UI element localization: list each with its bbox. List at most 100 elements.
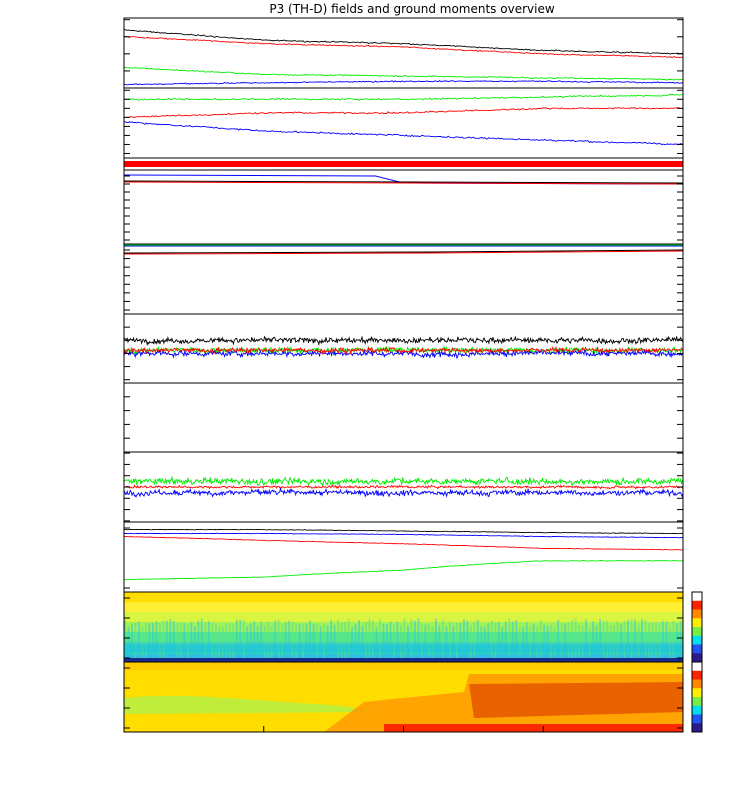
ion-spectrogram-streak: [497, 622, 500, 658]
ion-spectrogram-streak: [620, 624, 623, 658]
colorbar-ion: [692, 592, 702, 663]
ion-spectrogram-streak: [242, 620, 245, 658]
ion-spectrogram-streak: [662, 621, 664, 658]
ion-spectrogram-streak: [637, 625, 640, 658]
colorbar-segment: [692, 662, 702, 672]
ion-spectrogram-streak: [176, 622, 179, 658]
ion-spectrogram-streak: [204, 622, 207, 658]
ion-spectrogram-band: [124, 602, 683, 605]
ion-spectrogram-streak: [508, 618, 511, 658]
ion-spectrogram-streak: [543, 624, 546, 658]
ion-spectrogram-streak: [130, 623, 133, 658]
colorbar-segment: [692, 644, 702, 654]
pressure-line-pe: [123, 560, 684, 581]
ion-spectrogram-streak: [462, 619, 465, 658]
ion-spectrogram-streak: [260, 621, 263, 658]
ion-spectrogram-band: [124, 597, 683, 600]
ion-spectrogram-streak: [585, 619, 588, 658]
ion-spectrogram-streak: [295, 622, 298, 658]
ion-spectrogram-streak: [372, 620, 374, 658]
ion-spectrogram-streak: [298, 624, 301, 658]
ion-spectrogram: [124, 592, 683, 663]
ion-spectrogram-streak: [473, 621, 476, 658]
ion-spectrogram-streak: [169, 618, 172, 658]
vi-line-vz: [123, 345, 684, 356]
ion-spectrogram-streak: [323, 624, 326, 658]
ion-spectrogram-streak: [333, 624, 336, 658]
spectrogram-layer: [124, 592, 702, 733]
ion-spectrogram-streak: [557, 619, 560, 658]
ion-spectrogram-streak: [529, 626, 532, 658]
ion-spectrogram-streak: [186, 624, 189, 658]
ion-spectrogram-streak: [134, 622, 137, 658]
ion-spectrogram-streak: [609, 625, 612, 658]
ion-spectrogram-streak: [124, 620, 126, 658]
ion-spectrogram-band: [124, 617, 683, 620]
efield-line-ey: [123, 475, 684, 488]
colorbar-electron: [692, 662, 702, 733]
ion-spectrogram-streak: [193, 625, 196, 658]
ion-spectrogram-streak: [550, 624, 553, 658]
ion-spectrogram-streak: [225, 624, 228, 658]
ion-spectrogram-streak: [162, 620, 165, 658]
ion-spectrogram-streak: [452, 625, 455, 658]
ion-spectrogram-streak: [361, 625, 364, 658]
quality-flag-bar: [124, 161, 683, 167]
colorbar-segment: [692, 679, 702, 689]
ion-spectrogram-streak: [623, 621, 626, 658]
ion-spectrogram-streak: [368, 619, 371, 658]
ion-spectrogram-streak: [616, 621, 619, 658]
ion-spectrogram-streak: [599, 618, 602, 658]
ion-spectrogram-streak: [354, 624, 357, 658]
ion-spectrogram-streak: [200, 618, 203, 658]
ion-spectrogram-streak: [413, 620, 416, 658]
ion-spectrogram-streak: [658, 622, 661, 658]
pressure-line-pt: [124, 528, 684, 535]
ion-spectrogram-streak: [483, 626, 486, 658]
ion-spectrogram-streak: [469, 625, 472, 658]
ion-spectrogram-streak: [309, 620, 312, 658]
fgs-line-by: [124, 67, 684, 81]
ion-spectrogram-streak: [564, 623, 567, 658]
ion-spectrogram-streak: [466, 620, 469, 658]
ion-spectrogram-streak: [424, 624, 427, 658]
ion-spectrogram-streak: [344, 621, 347, 658]
panel-frame-ve: [123, 382, 684, 453]
ion-spectrogram-streak: [396, 621, 399, 658]
ion-spectrogram-streak: [578, 624, 581, 658]
ion-spectrogram-streak: [476, 619, 479, 658]
ion-spectrogram-streak: [158, 622, 161, 658]
ion-spectrogram-streak: [515, 620, 518, 658]
ion-spectrogram-streak: [312, 623, 315, 658]
ion-spectrogram-streak: [214, 623, 217, 658]
ion-spectrogram-streak: [165, 620, 168, 658]
ion-spectrogram-band: [124, 612, 683, 615]
ion-spectrogram-streak: [546, 625, 549, 658]
ion-spectrogram-streak: [445, 625, 448, 658]
colorbar-segment: [692, 592, 702, 602]
ion-spectrogram-streak: [560, 623, 563, 658]
ion-spectrogram-streak: [316, 623, 319, 658]
ion-spectrogram-streak: [431, 626, 434, 658]
ion-spectrogram-streak: [228, 623, 231, 658]
ion-spectrogram-streak: [382, 623, 385, 658]
ion-spectrogram-streak: [434, 618, 437, 658]
ion-spectrogram-streak: [644, 619, 647, 658]
ion-spectrogram-streak: [511, 621, 514, 658]
ion-spectrogram-streak: [263, 625, 266, 658]
vi-line-vt: [123, 335, 684, 347]
ion-spectrogram-streak: [284, 622, 287, 658]
ion-spectrogram-streak: [406, 626, 409, 658]
ion-spectrogram-streak: [393, 624, 395, 658]
ion-spectrogram-band: [124, 614, 683, 618]
ion-spectrogram-streak: [480, 626, 483, 658]
ion-spectrogram-streak: [400, 625, 402, 658]
fgs-dsl-line-by: [123, 93, 683, 101]
ion-spectrogram-streak: [274, 620, 277, 658]
ion-spectrogram-streak: [494, 622, 497, 658]
ion-spectrogram-streak: [459, 623, 462, 658]
ion-spectrogram-band: [124, 604, 683, 608]
ion-spectrogram-streak: [211, 623, 214, 658]
colorbar-segment: [692, 653, 702, 663]
